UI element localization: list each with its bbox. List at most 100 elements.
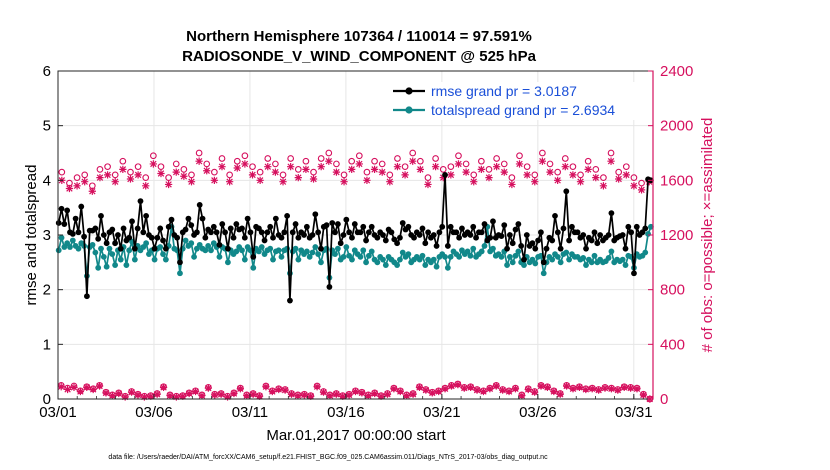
rmse-point (202, 234, 209, 241)
totalspread-point (98, 245, 104, 252)
rmse-point (61, 221, 68, 227)
obs-assimilated-marker (332, 168, 341, 176)
rmse-point (250, 253, 257, 260)
obs-assimilated-marker (546, 168, 554, 176)
obs-assimilated-marker (264, 163, 272, 171)
rmse-point (518, 243, 525, 249)
rmse-point (239, 225, 245, 232)
obs-assimilated-marker (637, 186, 646, 194)
obs-assimilated-marker (241, 160, 249, 168)
obs-assimilated-marker (479, 387, 488, 396)
obs-possible-marker (264, 155, 272, 162)
obs-assimilated-marker (203, 167, 211, 175)
obs-assimilated-marker (607, 385, 616, 393)
totalspread-point (506, 253, 513, 260)
rmse-point (422, 240, 429, 247)
rmse-point (315, 229, 322, 236)
obs-assimilated-marker (248, 171, 257, 179)
totalspread-point (608, 248, 615, 255)
totalspread-point (332, 251, 338, 258)
y-tick-label-left: 1 (43, 336, 51, 353)
obs-assimilated-marker (531, 388, 539, 396)
obs-assimilated-marker (403, 391, 411, 400)
rmse-point (569, 223, 575, 230)
rmse-point (174, 234, 181, 241)
obs-assimilated-marker (279, 178, 287, 186)
rmse-point (560, 225, 567, 232)
totalspread-point (295, 256, 302, 263)
obs-assimilated-marker (345, 391, 353, 399)
obs-possible-marker (577, 171, 584, 179)
rmse-point (131, 245, 138, 252)
obs-assimilated-marker (454, 160, 463, 168)
obs-assimilated-marker (467, 383, 475, 392)
obs-assimilated-marker (543, 383, 552, 392)
totalspread-point (216, 253, 223, 260)
obs-assimilated-marker (393, 163, 402, 171)
obs-possible-marker (401, 163, 409, 171)
obs-assimilated-marker (127, 388, 136, 396)
totalspread-point (292, 245, 299, 252)
obs-assimilated-marker (439, 173, 447, 182)
rmse-point (98, 212, 104, 219)
obs-assimilated-marker (294, 391, 302, 400)
obs-possible-marker (378, 160, 386, 168)
obs-assimilated-marker (134, 391, 142, 399)
totalspread-point (563, 249, 570, 256)
obs-assimilated-marker (153, 390, 161, 398)
obs-assimilated-marker (435, 387, 443, 396)
obs-possible-marker (226, 171, 233, 179)
obs-assimilated-marker (147, 392, 155, 400)
obs-possible-marker (508, 174, 516, 181)
obs-assimilated-marker (431, 163, 440, 171)
x-tick-label: 03/26 (519, 404, 557, 421)
obs-possible-marker (638, 179, 645, 187)
obs-possible-marker (180, 166, 188, 173)
rmse-point (264, 229, 271, 236)
rmse-point (490, 218, 496, 225)
totalspread-point (380, 256, 386, 263)
obs-assimilated-marker (204, 384, 212, 392)
obs-assimilated-marker (364, 391, 372, 400)
rmse-point (411, 234, 417, 241)
obs-assimilated-marker (218, 163, 226, 171)
totalspread-point (131, 256, 138, 263)
obs-assimilated-marker (505, 387, 513, 396)
obs-assimilated-marker (73, 182, 81, 190)
rmse-point (247, 229, 254, 236)
obs-assimilated-marker (65, 184, 74, 193)
totalspread-point (109, 251, 116, 258)
rmse-point (284, 212, 291, 219)
obs-assimilated-marker (523, 171, 531, 179)
axes: 03/01 03/06 03/11 03/16 03/21 03/26 03/31 0 0 1 40… (39, 63, 693, 421)
obs-possible-marker (607, 149, 615, 157)
obs-possible-marker (111, 171, 119, 179)
rmse-point (459, 225, 465, 232)
obs-assimilated-marker (473, 386, 481, 394)
obs-assimilated-marker (281, 386, 289, 394)
totalspread-point (580, 255, 587, 261)
obs-possible-marker (340, 171, 348, 179)
obs-possible-marker (584, 157, 592, 165)
obs-assimilated-marker (447, 382, 456, 390)
rmse-point (532, 245, 539, 252)
obs-assimilated-marker (358, 389, 366, 397)
rmse-point (549, 237, 556, 244)
obs-possible-marker (203, 160, 211, 168)
obs-assimilated-marker (63, 385, 72, 394)
obs-possible-marker (363, 168, 371, 176)
obs-assimilated-marker (326, 391, 334, 400)
totalspread-point (554, 253, 561, 260)
obs-possible-marker (302, 157, 310, 165)
obs-assimilated-marker (103, 171, 112, 179)
obs-possible-marker (569, 163, 577, 171)
obs-assimilated-marker (409, 157, 417, 165)
totalspread-point (343, 244, 350, 250)
obs-assimilated-marker (588, 385, 596, 393)
obs-assimilated-marker (149, 160, 157, 168)
obs-assimilated-marker (255, 392, 264, 400)
obs-possible-marker (355, 152, 363, 160)
rmse-point (323, 222, 330, 229)
totalspread-point (467, 252, 474, 259)
